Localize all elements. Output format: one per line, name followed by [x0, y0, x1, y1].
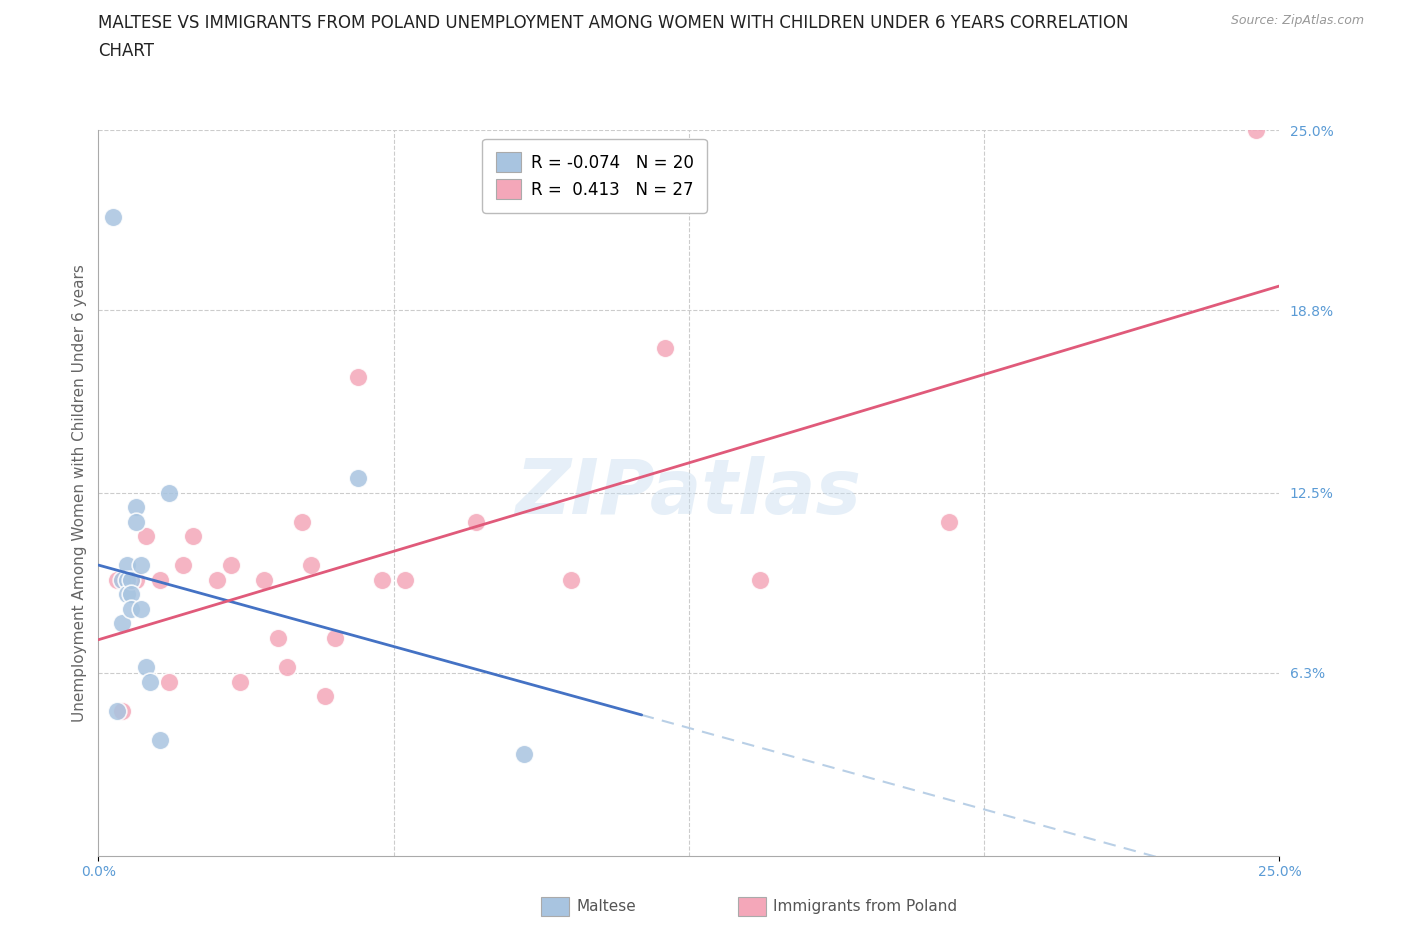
Point — [654, 340, 676, 355]
Point — [111, 616, 134, 631]
Text: Source: ZipAtlas.com: Source: ZipAtlas.com — [1230, 14, 1364, 27]
Point — [129, 602, 152, 617]
Point — [371, 573, 394, 588]
Point — [115, 587, 138, 602]
Point — [101, 210, 124, 225]
Point — [181, 529, 204, 544]
Point — [512, 747, 534, 762]
Text: ZIPatlas: ZIPatlas — [516, 456, 862, 530]
Point — [347, 369, 370, 384]
Text: CHART: CHART — [98, 42, 155, 60]
Point — [139, 674, 162, 689]
Y-axis label: Unemployment Among Women with Children Under 6 years: Unemployment Among Women with Children U… — [72, 264, 87, 722]
Point — [121, 602, 143, 617]
Point — [172, 558, 194, 573]
Point — [125, 573, 148, 588]
Point — [125, 500, 148, 515]
Point — [290, 514, 312, 529]
Point — [299, 558, 322, 573]
Point — [129, 558, 152, 573]
Point — [149, 732, 172, 747]
Point — [748, 573, 770, 588]
Point — [105, 703, 128, 718]
Point — [394, 573, 416, 588]
Point — [135, 529, 157, 544]
Point — [560, 573, 582, 588]
Point — [121, 573, 143, 588]
Point — [149, 573, 172, 588]
Text: Maltese: Maltese — [576, 899, 636, 914]
Point — [253, 573, 276, 588]
Point — [229, 674, 252, 689]
Point — [111, 703, 134, 718]
Point — [205, 573, 228, 588]
Point — [121, 587, 143, 602]
Point — [1244, 123, 1267, 138]
Text: MALTESE VS IMMIGRANTS FROM POLAND UNEMPLOYMENT AMONG WOMEN WITH CHILDREN UNDER 6: MALTESE VS IMMIGRANTS FROM POLAND UNEMPL… — [98, 14, 1129, 32]
Point — [219, 558, 242, 573]
Text: Immigrants from Poland: Immigrants from Poland — [773, 899, 957, 914]
Point — [267, 631, 290, 645]
Point — [157, 674, 180, 689]
Point — [157, 485, 180, 500]
Point — [135, 659, 157, 674]
Point — [115, 573, 138, 588]
Point — [115, 558, 138, 573]
Point — [105, 573, 128, 588]
Point — [314, 688, 336, 703]
Point — [323, 631, 346, 645]
Legend: R = -0.074   N = 20, R =  0.413   N = 27: R = -0.074 N = 20, R = 0.413 N = 27 — [482, 139, 707, 213]
Point — [111, 573, 134, 588]
Point — [125, 514, 148, 529]
Point — [347, 471, 370, 485]
Point — [276, 659, 298, 674]
Point — [465, 514, 488, 529]
Point — [938, 514, 960, 529]
